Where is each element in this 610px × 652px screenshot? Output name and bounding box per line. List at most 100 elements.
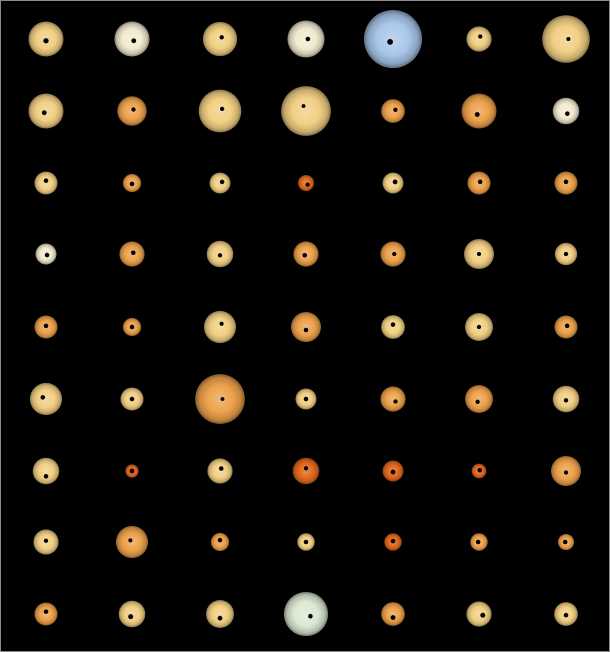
star-r9-c3 bbox=[206, 600, 234, 628]
star-disk bbox=[198, 89, 242, 133]
star-disk bbox=[34, 602, 58, 626]
star-r1-c2 bbox=[114, 21, 150, 57]
transit-planet-dot bbox=[128, 614, 134, 620]
star-r3-c2 bbox=[122, 173, 142, 193]
star-r3-c5 bbox=[382, 172, 404, 194]
transit-planet-dot bbox=[131, 107, 136, 112]
transit-planet-dot bbox=[218, 466, 224, 471]
star-disk bbox=[209, 172, 231, 194]
transit-planet-dot bbox=[220, 397, 225, 401]
star-disk bbox=[203, 310, 237, 344]
star-r3-c1 bbox=[34, 171, 58, 195]
star-r9-c7 bbox=[554, 602, 578, 626]
transit-planet-dot bbox=[44, 252, 50, 258]
transit-planet-dot bbox=[392, 251, 397, 257]
transit-planet-dot bbox=[563, 398, 569, 403]
transit-planet-dot bbox=[43, 609, 49, 614]
star-r6-c6 bbox=[465, 385, 493, 413]
star-r1-c4 bbox=[287, 20, 325, 58]
transit-planet-dot bbox=[43, 38, 49, 44]
transit-planet-dot bbox=[303, 396, 309, 402]
star-r2-c1 bbox=[28, 93, 64, 129]
star-disk bbox=[466, 601, 492, 627]
transit-planet-dot bbox=[219, 35, 224, 40]
transit-planet-dot bbox=[41, 110, 47, 116]
transit-planet-dot bbox=[129, 181, 135, 187]
star-r7-c5 bbox=[382, 460, 404, 482]
star-r8-c4 bbox=[297, 533, 315, 551]
star-r1-c3 bbox=[202, 21, 238, 57]
transit-planet-dot bbox=[43, 538, 49, 543]
star-disk bbox=[542, 15, 590, 63]
star-r7-c3 bbox=[207, 458, 233, 484]
star-disk bbox=[552, 97, 580, 125]
star-disk bbox=[297, 174, 315, 192]
transit-planet-dot bbox=[43, 178, 49, 183]
transit-planet-dot bbox=[43, 474, 49, 479]
star-r7-c1 bbox=[32, 457, 60, 485]
transit-planet-dot bbox=[219, 106, 225, 112]
transit-planet-dot bbox=[566, 36, 571, 42]
transit-planet-dot bbox=[303, 539, 309, 545]
transit-planet-dot bbox=[303, 327, 309, 333]
star-r6-c5 bbox=[380, 386, 406, 412]
star-disk bbox=[34, 171, 58, 195]
transit-planet-dot bbox=[128, 538, 133, 543]
transit-planet-dot bbox=[305, 36, 311, 42]
transit-planet-dot bbox=[563, 251, 569, 257]
star-r8-c3 bbox=[210, 532, 230, 552]
transit-planet-dot bbox=[565, 111, 570, 116]
transit-planet-dot bbox=[393, 399, 398, 404]
transit-planet-dot bbox=[301, 104, 306, 108]
transit-planet-dot bbox=[130, 250, 136, 256]
star-disk bbox=[381, 315, 405, 339]
star-disk bbox=[381, 602, 405, 626]
star-disk bbox=[202, 21, 238, 57]
transit-planet-dot bbox=[564, 323, 570, 329]
star-r9-c6 bbox=[466, 601, 492, 627]
star-r7-c7 bbox=[550, 455, 582, 487]
star-disk bbox=[28, 93, 64, 129]
star-r4-c3 bbox=[206, 240, 234, 268]
star-disk bbox=[363, 9, 423, 69]
transit-planet-dot bbox=[390, 615, 396, 620]
transit-planet-dot bbox=[302, 252, 308, 258]
star-r9-c1 bbox=[34, 602, 58, 626]
star-r5-c1 bbox=[34, 315, 58, 339]
transit-planet-dot bbox=[475, 399, 480, 404]
star-r8-c7 bbox=[557, 533, 575, 551]
star-r2-c3 bbox=[198, 89, 242, 133]
transit-planet-dot bbox=[390, 322, 396, 327]
transit-planet-dot bbox=[393, 107, 398, 112]
transit-planet-dot bbox=[217, 253, 223, 258]
star-disk bbox=[290, 311, 322, 343]
star-r6-c7 bbox=[552, 385, 580, 413]
star-r7-c6 bbox=[471, 463, 487, 479]
transit-planet-dot bbox=[303, 466, 309, 471]
transit-planet-dot bbox=[474, 112, 480, 117]
transit-planet-dot bbox=[219, 179, 225, 185]
transit-planet-dot bbox=[477, 467, 483, 473]
star-r3-c7 bbox=[554, 171, 578, 195]
star-r3-c4 bbox=[297, 174, 315, 192]
star-r6-c3 bbox=[195, 374, 245, 424]
star-r2-c4 bbox=[281, 86, 331, 136]
star-disk bbox=[465, 385, 493, 413]
star-r5-c3 bbox=[203, 310, 237, 344]
star-disk bbox=[114, 21, 150, 57]
transit-planet-dot bbox=[129, 468, 135, 474]
star-r4-c5 bbox=[380, 241, 406, 267]
transit-planet-dot bbox=[390, 538, 396, 544]
star-r8-c5 bbox=[384, 533, 402, 551]
star-r1-c6 bbox=[466, 26, 492, 52]
transit-planet-dot bbox=[480, 612, 486, 618]
transit-planet-dot bbox=[563, 612, 569, 618]
star-r3-c6 bbox=[467, 171, 491, 195]
star-r4-c4 bbox=[293, 241, 319, 267]
star-r5-c6 bbox=[465, 313, 493, 341]
star-disk bbox=[381, 99, 405, 123]
star-r7-c4 bbox=[292, 457, 320, 485]
star-disk bbox=[292, 457, 320, 485]
